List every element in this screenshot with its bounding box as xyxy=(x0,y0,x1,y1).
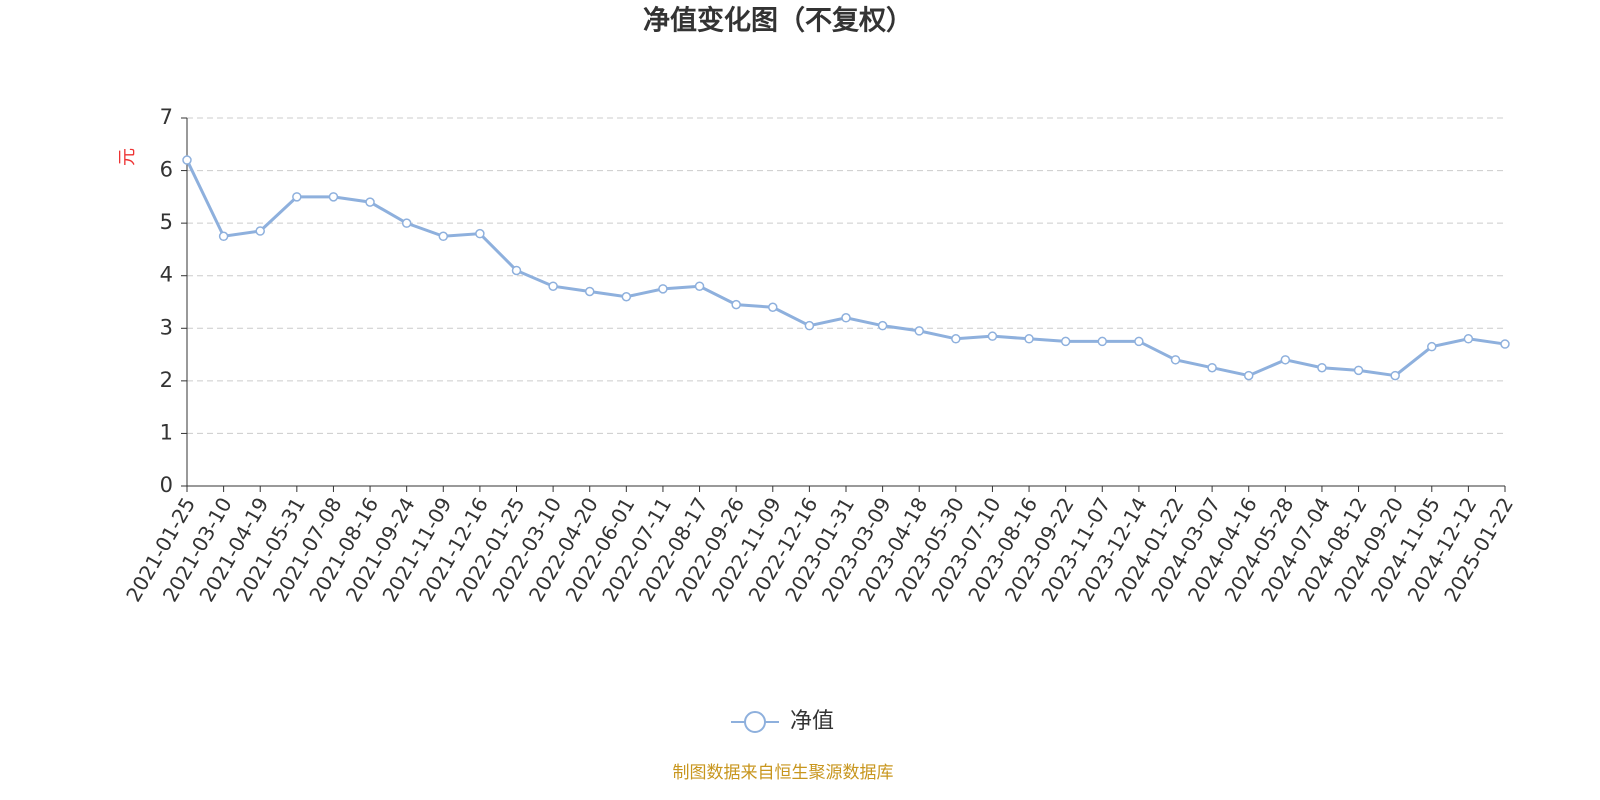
point xyxy=(328,192,339,202)
point xyxy=(1060,336,1071,347)
legend-symbol xyxy=(744,711,766,733)
y-tick-label: 5 xyxy=(160,210,173,234)
y-tick-label: 0 xyxy=(160,473,173,497)
chart-title: 净值变化图（不复权） xyxy=(643,5,913,37)
y-tick-label: 3 xyxy=(160,315,173,339)
point xyxy=(1170,355,1181,365)
point xyxy=(1243,370,1254,381)
y-axis-label: 元 xyxy=(117,148,138,166)
point xyxy=(1097,336,1108,347)
point xyxy=(804,320,815,331)
point xyxy=(1280,355,1291,365)
point xyxy=(365,197,375,207)
point xyxy=(1500,339,1510,349)
point xyxy=(548,281,558,291)
point xyxy=(182,155,192,165)
y-tick-label: 7 xyxy=(160,105,173,129)
point xyxy=(621,291,632,302)
y-tick-label: 2 xyxy=(160,368,173,392)
point xyxy=(1427,341,1437,352)
point xyxy=(841,313,851,323)
point xyxy=(914,326,924,336)
point xyxy=(292,192,302,202)
point xyxy=(731,299,741,310)
y-tick-label: 6 xyxy=(160,158,173,182)
point xyxy=(475,228,485,239)
point xyxy=(951,334,961,344)
point xyxy=(1134,336,1144,347)
point xyxy=(438,231,449,242)
point xyxy=(255,226,265,236)
point xyxy=(768,302,778,313)
point xyxy=(401,218,412,228)
point xyxy=(1024,334,1034,344)
y-tick-label: 4 xyxy=(160,263,173,287)
point xyxy=(877,320,888,331)
point xyxy=(511,265,522,276)
point xyxy=(584,286,595,297)
point xyxy=(1390,370,1400,381)
point xyxy=(987,331,998,341)
series-line xyxy=(185,159,1506,378)
point xyxy=(218,231,229,242)
y-tick-label: 1 xyxy=(160,420,173,444)
point xyxy=(1463,334,1474,344)
source-note: 制图数据来自恒生聚源数据库 xyxy=(673,763,894,783)
point xyxy=(1353,365,1364,376)
legend-label: 净值 xyxy=(790,709,834,734)
point xyxy=(1207,362,1217,373)
point xyxy=(1317,362,1327,373)
point xyxy=(658,284,668,294)
point xyxy=(694,281,705,291)
